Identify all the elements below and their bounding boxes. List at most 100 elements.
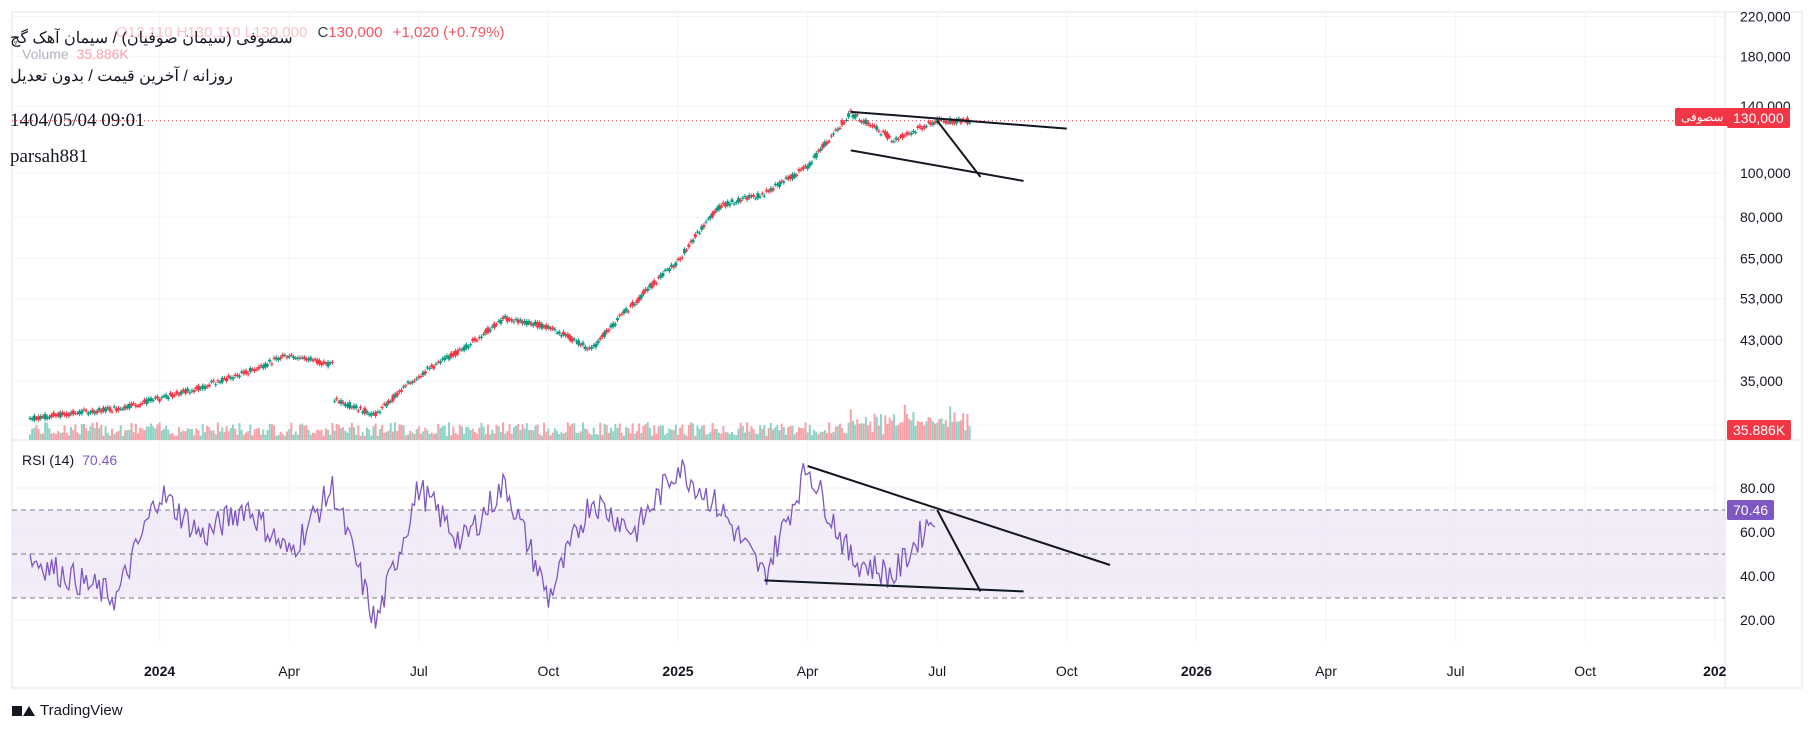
candle-body	[611, 323, 615, 327]
volume-bar	[322, 435, 325, 440]
volume-bar	[858, 423, 861, 440]
symbol-tag: سصوفی	[1675, 108, 1730, 126]
candle-body	[490, 326, 494, 328]
candle-body	[173, 394, 177, 396]
volume-bar	[685, 435, 688, 440]
candle-body	[354, 405, 358, 409]
candle-body	[495, 324, 499, 326]
candle-body	[879, 134, 883, 136]
candle-body	[71, 410, 75, 415]
volume-bar	[908, 418, 911, 440]
candle-body	[356, 410, 360, 412]
volume-bar	[286, 431, 289, 440]
candle-body	[259, 365, 263, 367]
volume-bar	[856, 419, 859, 440]
volume-bar	[346, 432, 349, 440]
candle-body	[927, 121, 931, 123]
candle-body	[514, 318, 518, 320]
candle-body	[566, 333, 570, 337]
volume-bar	[391, 431, 394, 440]
candle-body	[471, 339, 475, 342]
candle-body	[853, 114, 857, 119]
candle-body	[624, 308, 628, 312]
candle-body	[851, 114, 855, 118]
volume-bar	[337, 424, 340, 440]
candle-body	[261, 365, 265, 369]
candle-body	[110, 411, 114, 413]
volume-bar	[592, 427, 595, 440]
time-tick-label: Jul	[1447, 663, 1465, 679]
volume-bar	[947, 426, 949, 440]
chart-frame	[11, 11, 1803, 689]
time-tick-label: 2026	[1181, 663, 1212, 679]
candle-body	[456, 350, 460, 355]
volume-bar	[854, 424, 857, 440]
candle-body	[231, 377, 235, 380]
volume-bar	[534, 425, 537, 440]
volume-bar	[147, 426, 150, 440]
volume-bar	[655, 433, 658, 440]
candle-body	[641, 290, 645, 295]
volume-bar	[968, 426, 971, 440]
candle-body	[924, 126, 928, 128]
rsi-badge: 70.46	[1727, 500, 1775, 520]
volume-bar	[273, 425, 276, 440]
volume-bar	[847, 422, 850, 440]
volume-bar	[746, 422, 749, 440]
volume-bar	[327, 429, 330, 440]
volume-bar	[951, 421, 954, 440]
volume-bar	[832, 431, 835, 440]
volume-bar	[776, 424, 779, 440]
candle-body	[747, 194, 751, 198]
candle-body	[713, 210, 717, 214]
volume-bar	[193, 435, 196, 440]
volume-bar	[845, 433, 848, 440]
volume-bar	[450, 435, 453, 440]
price-tick-label: 35,000	[1740, 373, 1783, 389]
candle-body	[63, 413, 67, 415]
volume-bar	[290, 422, 293, 440]
volume-bar	[160, 430, 163, 440]
change-value: +1,020 (+0.79%)	[392, 24, 505, 41]
volume-bar	[921, 421, 924, 440]
candle-body	[564, 334, 568, 336]
candle-body	[380, 406, 384, 409]
volume-bar	[350, 422, 353, 440]
candle-body	[741, 197, 745, 199]
volume-bar	[890, 420, 893, 440]
candle-body	[255, 369, 259, 371]
volume-bar	[242, 434, 245, 440]
candle-body	[704, 221, 708, 223]
candle-body	[929, 121, 933, 125]
candle-body	[235, 374, 239, 377]
candle-body	[510, 319, 514, 321]
candle-body	[248, 368, 252, 372]
candle-body	[544, 324, 548, 329]
candle-body	[238, 375, 242, 377]
volume-bar	[169, 433, 172, 440]
candle-body	[784, 177, 788, 179]
volume-bar	[275, 435, 278, 440]
volume-bar	[774, 427, 777, 440]
volume-bar	[579, 431, 582, 440]
rsi-series-line	[29, 459, 936, 629]
volume-bar	[752, 428, 755, 440]
candle-body	[428, 367, 432, 369]
candle-body	[525, 320, 529, 325]
volume-bar	[800, 427, 803, 440]
candle-body	[365, 411, 369, 414]
candle-body	[406, 381, 410, 383]
volume-bar	[767, 427, 770, 440]
time-tick-label: Jul	[928, 663, 946, 679]
tradingview-logo[interactable]: TradingView	[12, 702, 123, 719]
volume-bar	[584, 428, 587, 440]
candle-body	[952, 120, 956, 124]
volume-bar	[759, 425, 762, 440]
candle-body	[546, 326, 550, 329]
candle-body	[112, 406, 116, 408]
volume-bar	[545, 431, 548, 440]
candle-body	[786, 176, 790, 180]
volume-bar	[57, 431, 60, 440]
candle-body	[326, 361, 330, 367]
volume-bar	[329, 434, 332, 440]
